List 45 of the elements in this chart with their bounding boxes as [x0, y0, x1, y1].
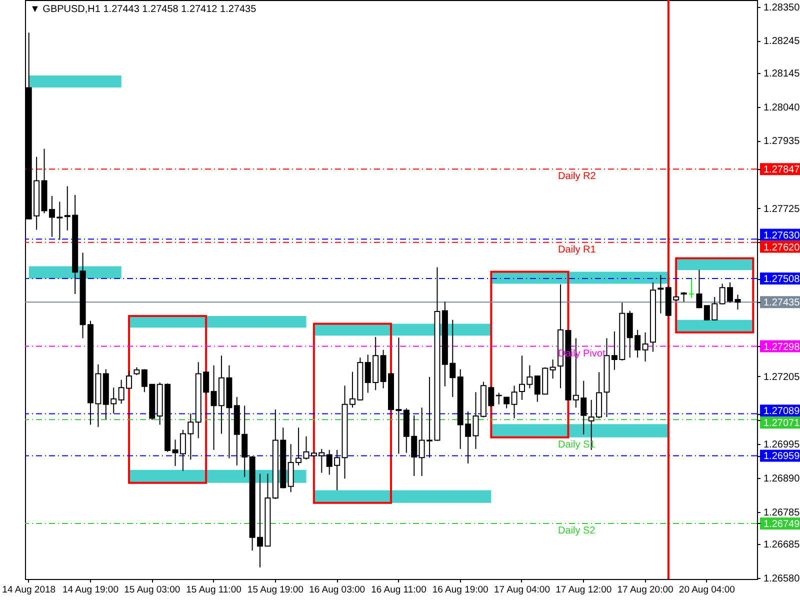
- y-tick-label: 1.27847: [764, 164, 800, 176]
- y-tick-label: 1.26785: [764, 507, 800, 518]
- x-tick-label: 14 Aug 2018: [2, 584, 56, 596]
- x-tick-label: 16 Aug 11:00: [371, 584, 426, 596]
- y-tick-label: 1.28145: [764, 68, 800, 80]
- x-tick-label: 15 Aug 19:00: [247, 584, 304, 596]
- y-tick-label: 1.27935: [764, 136, 800, 148]
- candlestick: [658, 274, 664, 314]
- y-tick-label: 1.26959: [764, 451, 800, 462]
- x-tick-label: 17 Aug 12:00: [556, 584, 612, 596]
- x-tick-label: 15 Aug 03:00: [124, 584, 180, 596]
- x-tick-label: 14 Aug 19:00: [62, 584, 118, 596]
- y-tick-label: 1.26685: [764, 540, 800, 551]
- y-tick-label: 1.26580: [764, 574, 800, 585]
- y-tick-label: 1.26890: [764, 473, 800, 484]
- chart-title: ▼ GBPUSD,H1 1.27443 1.27458 1.27412 1.27435: [30, 4, 257, 15]
- candlestick: [504, 396, 510, 409]
- ref-line-label: Daily S2: [558, 525, 596, 536]
- y-tick-label: 1.27205: [764, 372, 800, 383]
- y-tick-label: 1.26749: [764, 518, 800, 530]
- x-tick-label: 17 Aug 04:00: [494, 584, 550, 596]
- y-tick-label: 1.27298: [764, 342, 800, 353]
- y-tick-label: 1.27435: [764, 298, 800, 309]
- ref-line-label: Daily R2: [558, 171, 596, 182]
- y-tick-label: 1.27089: [764, 406, 800, 418]
- y-tick-label: 1.28245: [764, 36, 800, 48]
- y-tick-label: 1.27725: [764, 204, 800, 215]
- x-tick-label: 16 Aug 03:00: [309, 584, 366, 596]
- candlestick: [642, 332, 648, 362]
- x-tick-label: 16 Aug 19:00: [432, 584, 488, 596]
- y-tick-label: 1.27508: [764, 274, 800, 286]
- y-tick-label: 1.28040: [764, 102, 800, 114]
- candlestick: [680, 292, 687, 302]
- y-tick-label: 1.27620: [764, 242, 800, 254]
- candlestick: [688, 278, 695, 298]
- x-tick-label: 20 Aug 04:00: [678, 584, 735, 596]
- y-tick-label: 1.26995: [764, 440, 800, 451]
- y-tick-label: 1.28350: [764, 2, 800, 14]
- y-tick-label: 1.27071: [764, 418, 800, 430]
- x-tick-label: 15 Aug 11:00: [186, 584, 242, 596]
- x-tick-label: 17 Aug 20:00: [617, 584, 674, 596]
- y-tick-label: 1.27630: [764, 230, 800, 242]
- candlestick: [550, 359, 556, 380]
- candlestick: [696, 269, 702, 309]
- ref-line-label: Daily R1: [558, 244, 596, 256]
